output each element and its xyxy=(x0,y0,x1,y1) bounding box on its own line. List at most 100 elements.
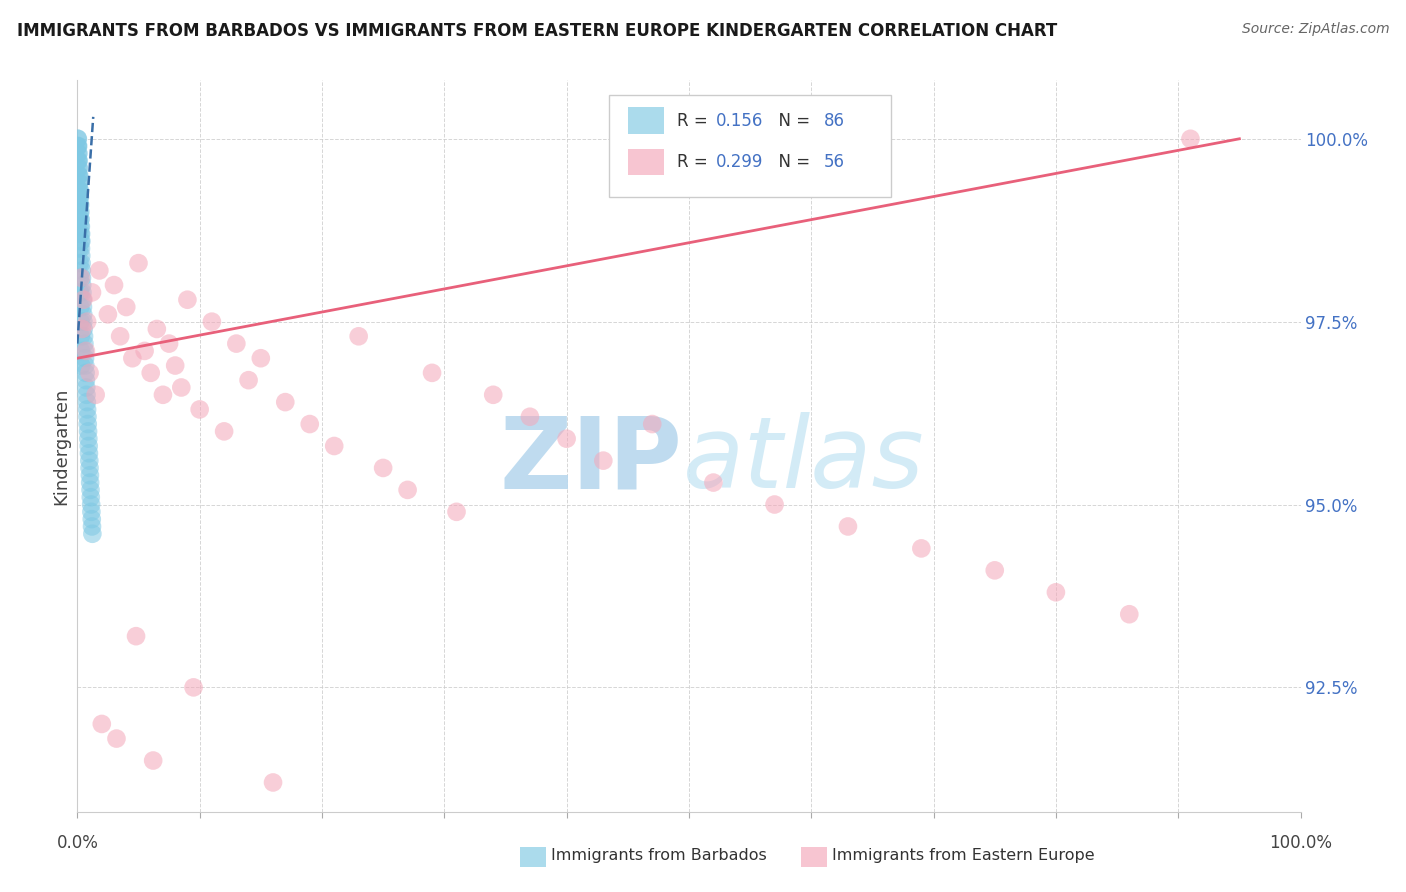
Point xyxy=(69,212,91,227)
Text: Source: ZipAtlas.com: Source: ZipAtlas.com xyxy=(1241,22,1389,37)
Point xyxy=(121,351,143,366)
Point xyxy=(519,409,541,424)
Point xyxy=(90,717,112,731)
Point xyxy=(641,417,664,431)
Point xyxy=(84,388,107,402)
Point xyxy=(69,205,91,219)
Point xyxy=(67,169,90,183)
Point xyxy=(67,169,90,183)
Point xyxy=(70,263,93,277)
Text: IMMIGRANTS FROM BARBADOS VS IMMIGRANTS FROM EASTERN EUROPE KINDERGARTEN CORRELAT: IMMIGRANTS FROM BARBADOS VS IMMIGRANTS F… xyxy=(17,22,1057,40)
Point xyxy=(70,278,93,293)
Point xyxy=(82,526,104,541)
FancyBboxPatch shape xyxy=(628,107,665,134)
Point xyxy=(79,468,101,483)
Point xyxy=(66,146,89,161)
Point xyxy=(70,227,93,241)
Point xyxy=(837,519,859,533)
Point xyxy=(72,285,94,300)
Point xyxy=(77,432,100,446)
Text: Immigrants from Eastern Europe: Immigrants from Eastern Europe xyxy=(832,847,1095,863)
Point xyxy=(69,300,91,314)
Point xyxy=(70,249,93,263)
Point xyxy=(72,293,94,307)
Point xyxy=(183,681,205,695)
Text: R =: R = xyxy=(676,112,713,129)
Text: 100.0%: 100.0% xyxy=(1270,834,1331,852)
Point xyxy=(127,256,149,270)
Point xyxy=(89,263,111,277)
Point xyxy=(67,169,90,183)
Point xyxy=(238,373,260,387)
Point xyxy=(75,380,97,394)
Point xyxy=(1118,607,1140,622)
Point xyxy=(70,343,93,358)
Point xyxy=(176,293,198,307)
Point xyxy=(67,139,90,153)
Point xyxy=(72,293,94,307)
Point xyxy=(80,505,103,519)
Point xyxy=(66,139,89,153)
Text: 0.0%: 0.0% xyxy=(56,834,98,852)
Point xyxy=(77,425,100,439)
Point xyxy=(702,475,724,490)
Point xyxy=(67,153,90,168)
Text: Immigrants from Barbados: Immigrants from Barbados xyxy=(551,847,766,863)
FancyBboxPatch shape xyxy=(628,149,665,176)
Point xyxy=(371,461,394,475)
Point xyxy=(67,161,90,175)
Point xyxy=(70,256,93,270)
Point xyxy=(125,629,148,643)
Point xyxy=(201,315,224,329)
Point xyxy=(72,315,94,329)
Point xyxy=(73,329,96,343)
Text: 0.156: 0.156 xyxy=(716,112,763,129)
Point xyxy=(108,329,131,343)
Point xyxy=(298,417,321,431)
Point xyxy=(69,197,91,211)
Point xyxy=(69,205,91,219)
Point xyxy=(80,498,103,512)
Point xyxy=(70,322,93,336)
Point xyxy=(69,270,91,285)
Point xyxy=(67,197,90,211)
Point xyxy=(262,775,284,789)
Point xyxy=(75,366,97,380)
Point xyxy=(67,153,90,168)
Point xyxy=(76,395,98,409)
Point xyxy=(67,176,90,190)
Point xyxy=(482,388,505,402)
Point xyxy=(73,343,96,358)
Point xyxy=(67,176,90,190)
Point xyxy=(188,402,211,417)
Point xyxy=(146,322,169,336)
Text: N =: N = xyxy=(769,153,815,171)
Point xyxy=(115,300,138,314)
Text: 86: 86 xyxy=(824,112,845,129)
Point xyxy=(80,512,103,526)
Point xyxy=(170,380,193,394)
Point xyxy=(446,505,468,519)
Point xyxy=(70,219,93,234)
Point xyxy=(1180,132,1202,146)
Point xyxy=(76,388,98,402)
Point xyxy=(70,242,93,256)
Point xyxy=(80,490,103,504)
Point xyxy=(67,242,90,256)
FancyBboxPatch shape xyxy=(609,95,891,197)
Point xyxy=(69,197,91,211)
Point xyxy=(69,190,91,204)
Point xyxy=(69,183,91,197)
Point xyxy=(76,409,98,424)
Point xyxy=(66,139,89,153)
Point xyxy=(75,343,97,358)
Point xyxy=(66,132,89,146)
Point xyxy=(79,461,101,475)
Point xyxy=(67,183,90,197)
Point xyxy=(73,322,96,336)
Point xyxy=(79,453,101,467)
Point xyxy=(347,329,370,343)
Point xyxy=(70,234,93,248)
Point xyxy=(69,234,91,248)
Point xyxy=(105,731,128,746)
